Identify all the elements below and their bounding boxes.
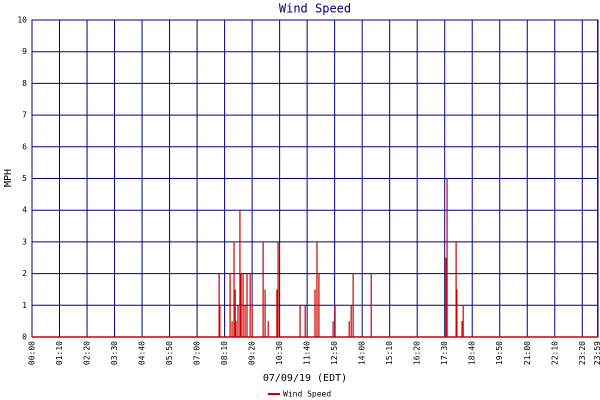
chart-title: Wind Speed	[279, 2, 351, 16]
y-tick-label: 9	[22, 47, 27, 56]
y-tick-label: 0	[22, 333, 27, 342]
y-tick-label: 7	[22, 111, 27, 120]
x-tick-label: 09:20	[248, 341, 257, 365]
x-tick-label: 05:50	[165, 341, 174, 365]
x-tick-label: 17:30	[440, 341, 449, 365]
y-tick-label: 10	[17, 16, 27, 25]
x-tick-label: 11:40	[303, 341, 312, 365]
x-tick-label: 04:40	[138, 341, 147, 365]
y-tick-label: 3	[22, 237, 27, 246]
y-tick-label: 4	[22, 206, 27, 215]
y-tick-label: 5	[22, 174, 27, 183]
x-tick-label: 23:59	[593, 341, 600, 365]
x-tick-label: 00:00	[28, 341, 37, 365]
y-tick-label: 8	[22, 79, 27, 88]
x-tick-label: 12:50	[330, 341, 339, 365]
x-tick-label: 10:30	[275, 341, 284, 365]
x-tick-label: 16:20	[413, 341, 422, 365]
x-tick-label: 22:10	[550, 341, 559, 365]
y-tick-label: 1	[22, 301, 27, 310]
x-tick-label: 02:20	[83, 341, 92, 365]
y-tick-label: 2	[22, 269, 27, 278]
x-axis-label: 07/09/19 (EDT)	[263, 373, 347, 384]
x-tick-label: 15:10	[385, 341, 394, 365]
x-tick-label: 21:00	[523, 341, 532, 365]
x-tick-label: 08:10	[220, 341, 229, 365]
x-tick-label: 18:40	[468, 341, 477, 365]
legend-label: Wind Speed	[283, 390, 331, 399]
y-axis-label: MPH	[3, 169, 14, 187]
y-tick-label: 6	[22, 142, 27, 151]
x-tick-label: 07:00	[193, 341, 202, 365]
x-tick-label: 23:20	[578, 341, 587, 365]
x-tick-label: 14:00	[358, 341, 367, 365]
x-tick-label: 03:30	[110, 341, 119, 365]
x-tick-label: 19:50	[495, 341, 504, 365]
x-tick-label: 01:10	[55, 341, 64, 365]
